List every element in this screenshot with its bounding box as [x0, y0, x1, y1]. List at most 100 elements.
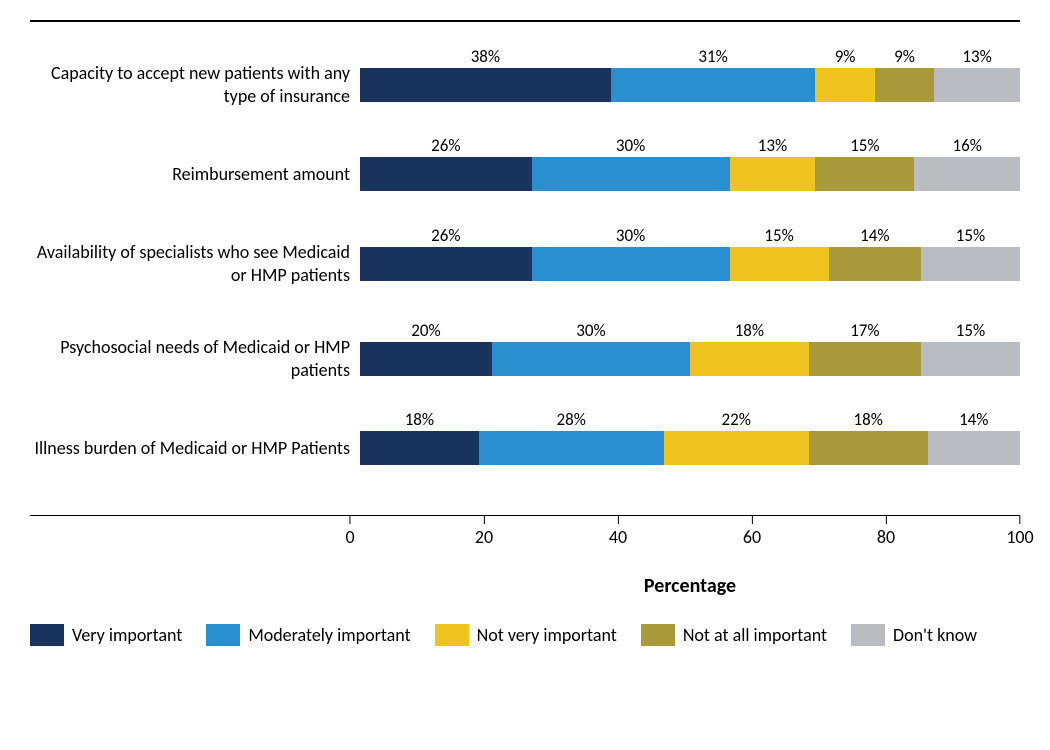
bar-stack: 26%30%13%15%16% [360, 157, 1020, 191]
chart-row: Psychosocial needs of Medicaid or HMP pa… [30, 336, 1020, 381]
segment-value-label: 9% [835, 46, 856, 67]
bar-zone: 20%30%18%17%15% [360, 342, 1020, 376]
bar-segment-moderate: 30% [532, 157, 730, 191]
legend-swatch [851, 624, 885, 646]
bar-segment-moderate: 30% [532, 247, 730, 281]
row-label: Reimbursement amount [30, 163, 360, 186]
segment-value-label: 9% [894, 46, 915, 67]
bar-segment-not_at_all: 9% [875, 68, 934, 102]
legend-label: Don't know [893, 624, 977, 646]
segment-value-label: 13% [758, 135, 787, 156]
tick-label: 80 [877, 526, 895, 548]
bar-zone: 18%28%22%18%14% [360, 431, 1020, 465]
legend-item-moderate: Moderately important [206, 624, 410, 646]
legend-swatch [435, 624, 469, 646]
bar-segment-very: 20% [360, 342, 492, 376]
segment-value-label: 15% [764, 225, 793, 246]
plot-area: Capacity to accept new patients with any… [30, 20, 1020, 516]
tick-mark [484, 516, 485, 524]
legend-label: Not at all important [683, 624, 827, 646]
tick-label: 60 [743, 526, 761, 548]
tick-mark [886, 516, 887, 524]
bar-segment-moderate: 31% [611, 68, 816, 102]
bar-segment-not_very: 22% [664, 431, 809, 465]
segment-value-label: 15% [956, 225, 985, 246]
row-label: Illness burden of Medicaid or HMP Patien… [30, 437, 360, 460]
tick-label: 100 [1006, 526, 1033, 548]
segment-value-label: 30% [576, 320, 605, 341]
bar-segment-very: 26% [360, 157, 532, 191]
segment-value-label: 30% [616, 135, 645, 156]
bar-segment-very: 18% [360, 431, 479, 465]
chart-container: Capacity to accept new patients with any… [0, 0, 1050, 656]
legend-swatch [206, 624, 240, 646]
bar-zone: 26%30%13%15%16% [360, 157, 1020, 191]
x-tick: 80 [877, 516, 895, 548]
bar-segment-not_at_all: 14% [829, 247, 921, 281]
bar-segment-not_at_all: 18% [809, 431, 928, 465]
legend-label: Moderately important [248, 624, 410, 646]
segment-value-label: 14% [959, 409, 988, 430]
bar-segment-not_at_all: 15% [815, 157, 914, 191]
bar-stack: 26%30%15%14%15% [360, 247, 1020, 281]
bar-segment-not_very: 13% [730, 157, 816, 191]
chart-row: Illness burden of Medicaid or HMP Patien… [30, 431, 1020, 465]
bar-segment-moderate: 30% [492, 342, 690, 376]
tick-mark [618, 516, 619, 524]
bar-segment-dont_know: 16% [914, 157, 1020, 191]
bar-zone: 26%30%15%14%15% [360, 247, 1020, 281]
segment-value-label: 13% [962, 46, 991, 67]
chart-row: Reimbursement amount26%30%13%15%16% [30, 157, 1020, 191]
segment-value-label: 28% [556, 409, 585, 430]
segment-value-label: 16% [952, 135, 981, 156]
bar-segment-not_very: 18% [690, 342, 809, 376]
x-tick: 100 [1006, 516, 1033, 548]
legend: Very important Moderately important Not ve… [30, 624, 1020, 646]
legend-label: Very important [72, 624, 182, 646]
segment-value-label: 26% [431, 135, 460, 156]
bar-stack: 20%30%18%17%15% [360, 342, 1020, 376]
legend-item-not_very: Not very important [435, 624, 617, 646]
segment-value-label: 15% [956, 320, 985, 341]
x-tick: 60 [743, 516, 761, 548]
bar-segment-not_very: 9% [815, 68, 874, 102]
row-label: Capacity to accept new patients with any… [30, 62, 360, 107]
row-label: Psychosocial needs of Medicaid or HMP pa… [30, 336, 360, 381]
legend-item-dont_know: Don't know [851, 624, 977, 646]
tick-label: 20 [475, 526, 493, 548]
x-axis-title: Percentage [360, 574, 1020, 598]
legend-item-not_at_all: Not at all important [641, 624, 827, 646]
tick-label: 0 [345, 526, 354, 548]
row-label: Availability of specialists who see Medi… [30, 241, 360, 286]
segment-value-label: 22% [721, 409, 750, 430]
x-tick: 20 [475, 516, 493, 548]
legend-swatch [30, 624, 64, 646]
bar-segment-dont_know: 15% [921, 342, 1020, 376]
segment-value-label: 14% [860, 225, 889, 246]
segment-value-label: 18% [853, 409, 882, 430]
segment-value-label: 30% [616, 225, 645, 246]
bar-segment-not_at_all: 17% [809, 342, 921, 376]
x-tick: 0 [345, 516, 354, 548]
bar-segment-very: 26% [360, 247, 532, 281]
bar-segment-dont_know: 14% [928, 431, 1020, 465]
tick-mark [752, 516, 753, 524]
segment-value-label: 31% [698, 46, 727, 67]
legend-swatch [641, 624, 675, 646]
segment-value-label: 38% [471, 46, 500, 67]
tick-mark [1020, 516, 1021, 524]
bar-segment-dont_know: 15% [921, 247, 1020, 281]
bar-segment-moderate: 28% [479, 431, 664, 465]
tick-label: 40 [609, 526, 627, 548]
segment-value-label: 18% [405, 409, 434, 430]
x-tick: 40 [609, 516, 627, 548]
segment-value-label: 17% [850, 320, 879, 341]
segment-value-label: 15% [850, 135, 879, 156]
legend-label: Not very important [477, 624, 617, 646]
segment-value-label: 18% [735, 320, 764, 341]
segment-value-label: 20% [411, 320, 440, 341]
bar-segment-dont_know: 13% [934, 68, 1020, 102]
bar-stack: 18%28%22%18%14% [360, 431, 1020, 465]
bar-segment-very: 38% [360, 68, 611, 102]
chart-row: Capacity to accept new patients with any… [30, 62, 1020, 107]
